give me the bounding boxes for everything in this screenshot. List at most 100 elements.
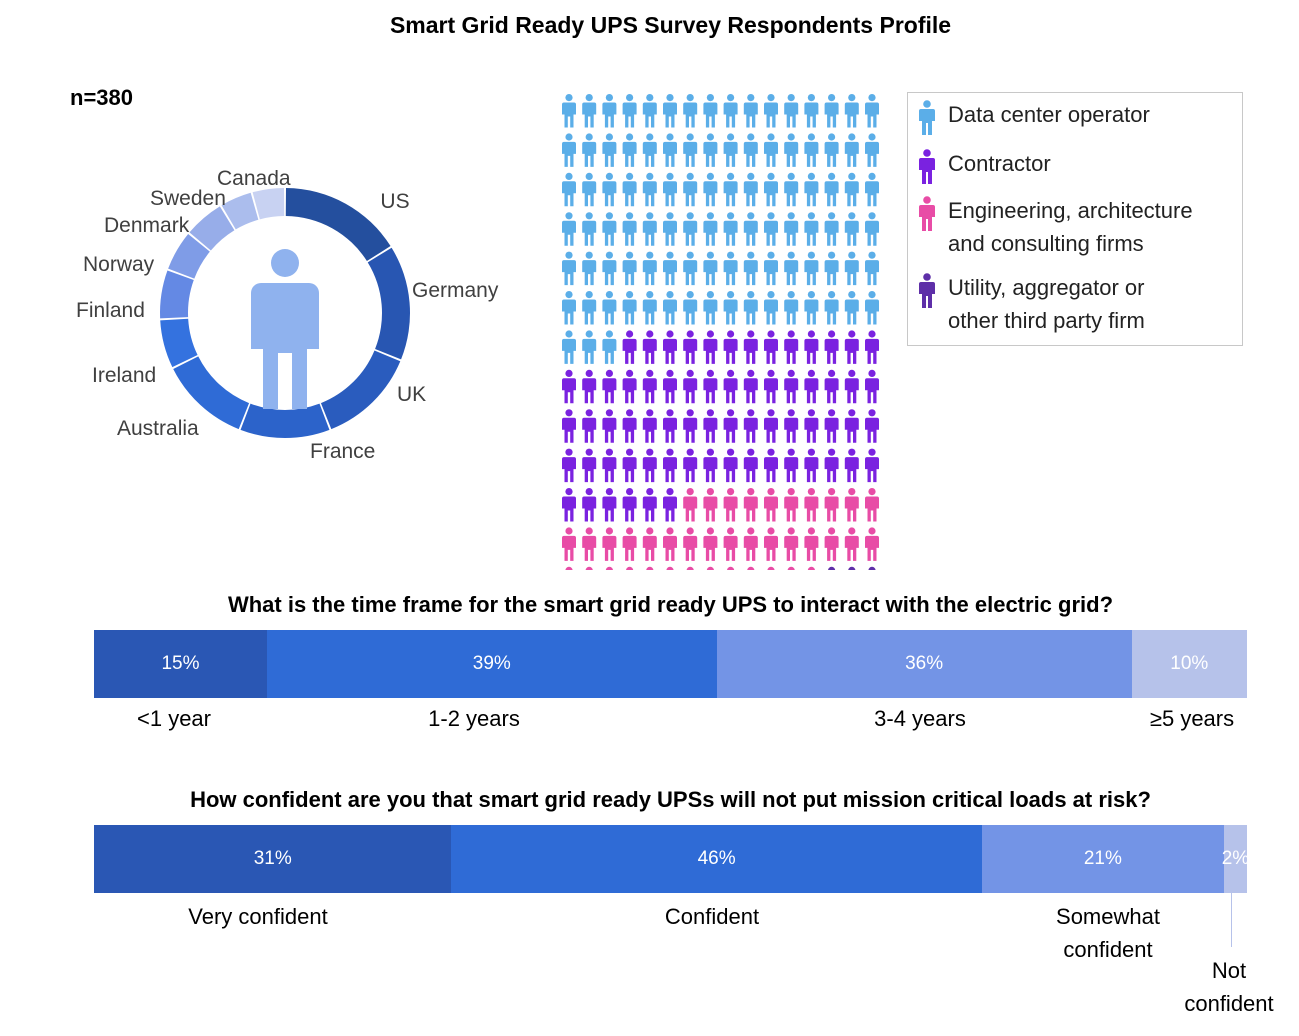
contractor-person-icon	[562, 488, 576, 522]
data-center-person-icon	[784, 212, 799, 246]
data-center-person-icon	[562, 330, 576, 364]
data-center-person-icon	[562, 172, 576, 207]
data-center-person-icon	[582, 251, 597, 286]
engineering-person-icon	[865, 527, 879, 561]
engineering-person-icon	[605, 566, 613, 570]
contractor-person-icon	[602, 448, 617, 483]
data-center-person-icon	[844, 94, 859, 128]
data-center-person-icon	[562, 133, 576, 167]
donut-label-denmark: Denmark	[104, 214, 190, 237]
donut-slice-ireland	[160, 318, 198, 368]
data-center-person-icon	[642, 251, 657, 286]
engineering-person-icon	[686, 566, 694, 570]
data-center-person-icon	[784, 251, 799, 286]
data-center-person-icon	[844, 212, 859, 246]
timeframe-question: What is the time frame for the smart gri…	[227, 592, 1114, 617]
legend-item-utility: Utility, aggregator or other third party…	[918, 271, 1145, 337]
data-center-person-icon	[743, 251, 758, 286]
contractor-person-icon	[804, 448, 819, 483]
contractor-person-icon	[764, 369, 778, 404]
engineering-person-icon	[565, 566, 573, 570]
data-center-person-icon	[683, 251, 698, 286]
engineering-person-icon	[824, 527, 839, 561]
data-center-person-icon	[824, 291, 839, 325]
category-label: 1-2 years	[428, 706, 520, 731]
category-label: Somewhat confident	[1056, 904, 1160, 962]
engineering-person-icon	[784, 488, 799, 522]
confidence-question: How confident are you that smart grid re…	[190, 787, 1151, 812]
data-center-person-icon	[602, 172, 617, 207]
data-center-person-icon	[865, 212, 879, 246]
engineering-person-icon	[626, 566, 634, 570]
donut-label-us: US	[380, 190, 409, 213]
data-center-person-icon	[919, 100, 935, 135]
data-center-person-icon	[743, 94, 758, 128]
contractor-person-icon	[663, 488, 677, 522]
engineering-person-icon	[585, 566, 593, 570]
not-confident-leader-line	[1231, 893, 1232, 947]
contractor-person-icon	[824, 448, 839, 483]
contractor-person-icon	[844, 448, 859, 483]
contractor-person-icon	[663, 448, 677, 483]
data-center-person-icon	[683, 133, 698, 167]
engineering-person-icon	[706, 566, 714, 570]
utility-person-icon	[868, 566, 876, 570]
data-center-person-icon	[844, 251, 859, 286]
contractor-person-icon	[642, 448, 657, 483]
contractor-person-icon	[622, 369, 637, 404]
data-center-person-icon	[844, 172, 859, 207]
donut-slice-france	[240, 403, 330, 438]
data-center-person-icon	[824, 94, 839, 128]
data-center-person-icon	[865, 94, 879, 128]
data-center-person-icon	[663, 94, 677, 128]
data-center-person-icon	[562, 291, 576, 325]
bar-segment-1-2-years: 39%	[266, 630, 717, 698]
contractor-person-icon	[642, 369, 657, 404]
data-center-person-icon	[743, 172, 758, 207]
data-center-person-icon	[703, 94, 718, 128]
contractor-person-icon	[582, 488, 597, 522]
donut-slice-uk	[320, 350, 401, 430]
contractor-person-icon	[642, 488, 657, 522]
contractor-person-icon	[663, 369, 677, 404]
donut-label-norway: Norway	[83, 253, 155, 276]
data-center-person-icon	[824, 251, 839, 286]
bar-segment-not-confident: 2%	[1222, 825, 1249, 893]
timeframe-stacked-bar: 15% 39% 36% 10%	[94, 630, 1247, 698]
donut-label-finland: Finland	[76, 299, 145, 322]
engineering-person-icon	[666, 566, 674, 570]
data-center-person-icon	[663, 172, 677, 207]
donut-slice-denmark	[189, 206, 235, 251]
donut-slice-australia	[173, 356, 250, 430]
contractor-person-icon	[784, 369, 799, 404]
bar-segment-3-4-years: 36%	[716, 630, 1132, 698]
respondent-type-pictogram	[562, 94, 879, 570]
person-icon	[251, 249, 319, 409]
data-center-person-icon	[602, 251, 617, 286]
contractor-person-icon	[622, 488, 637, 522]
contractor-person-icon	[723, 330, 738, 364]
contractor-person-icon	[602, 488, 617, 522]
data-center-person-icon	[683, 212, 698, 246]
engineering-person-icon	[764, 527, 778, 561]
data-center-person-icon	[804, 172, 819, 207]
contractor-person-icon	[622, 330, 637, 364]
contractor-person-icon	[622, 409, 637, 443]
engineering-person-icon	[703, 488, 718, 522]
sample-size-label: n=380	[70, 85, 133, 110]
utility-person-icon	[848, 566, 856, 570]
engineering-person-icon	[663, 527, 677, 561]
data-center-person-icon	[622, 251, 637, 286]
engineering-person-icon	[804, 488, 819, 522]
data-center-person-icon	[824, 172, 839, 207]
engineering-person-icon	[787, 566, 795, 570]
category-label: Very confident	[188, 904, 328, 929]
category-label: <1 year	[137, 706, 211, 731]
data-center-person-icon	[844, 291, 859, 325]
data-center-person-icon	[642, 94, 657, 128]
engineering-person-icon	[865, 488, 879, 522]
engineering-person-icon	[807, 566, 815, 570]
data-center-person-icon	[764, 172, 778, 207]
data-center-person-icon	[602, 291, 617, 325]
data-center-person-icon	[824, 133, 839, 167]
